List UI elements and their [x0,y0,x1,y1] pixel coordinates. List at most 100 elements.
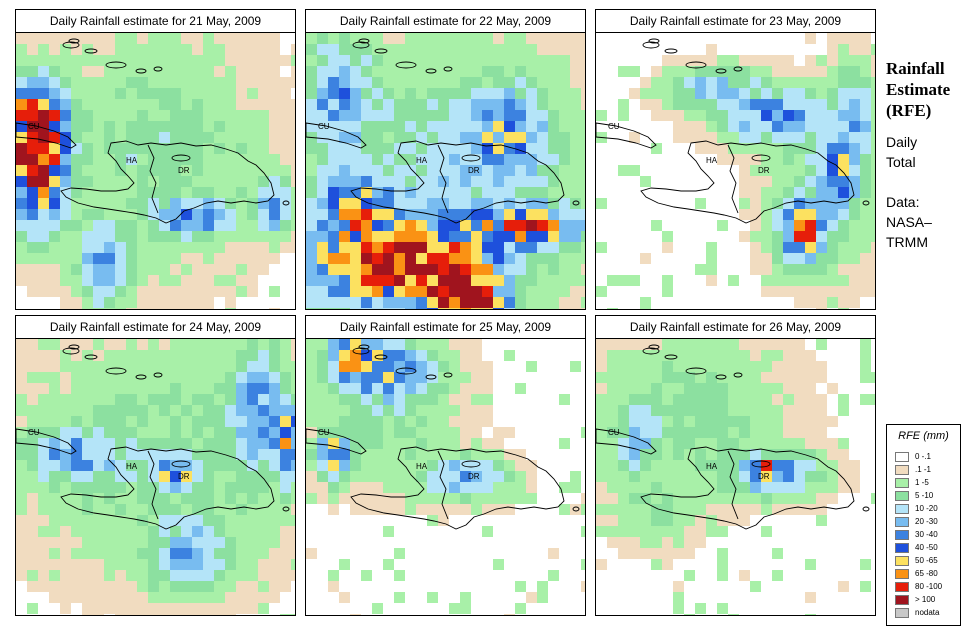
rainfall-cell [71,471,82,482]
rainfall-cell [515,471,526,482]
rainfall-cell [750,176,761,187]
rainfall-cell [871,154,875,165]
rainfall-cell [148,482,159,493]
small-island-outline [282,200,290,206]
small-island-outline [751,460,771,468]
rainfall-cell [504,187,515,198]
rainfall-cell [350,449,361,460]
rainfall-cell [504,154,515,165]
rainfall-cell [159,264,170,275]
rainfall-cell [247,143,258,154]
rainfall-cell [581,493,585,504]
rainfall-cell [225,614,236,615]
rainfall-cell [849,33,860,44]
rainfall-cell [372,603,383,614]
rainfall-cell [427,449,438,460]
rainfall-cell [394,132,405,143]
rainfall-cell [827,44,838,55]
rainfall-cell [629,339,640,350]
rainfall-cell [49,77,60,88]
rainfall-cell [82,187,93,198]
rainfall-cell [372,231,383,242]
rainfall-cell [717,350,728,361]
rainfall-cell [247,110,258,121]
rainfall-cell [82,88,93,99]
rainfall-cell [60,548,71,559]
rainfall-cell [427,242,438,253]
rainfall-cell [71,275,82,286]
rainfall-cell [871,264,875,275]
rainfall-cell [739,394,750,405]
rainfall-cell [662,548,673,559]
rainfall-cell [783,286,794,297]
rainfall-cell [49,132,60,143]
rainfall-cell [258,187,269,198]
rainfall-cell [750,427,761,438]
rainfall-cell [148,264,159,275]
rainfall-cell [482,361,493,372]
rainfall-cell [115,231,126,242]
haiti-dr-border [727,144,739,214]
rainfall-cell [372,482,383,493]
rainfall-cell [49,482,60,493]
rainfall-cell [225,383,236,394]
rainfall-cell [827,143,838,154]
rainfall-cell [372,361,383,372]
rainfall-cell [93,165,104,176]
rainfall-cell [60,559,71,570]
rainfall-cell [673,55,684,66]
rainfall-cell [247,33,258,44]
rainfall-cell [438,99,449,110]
rainfall-cell [405,493,416,504]
rainfall-cell [504,242,515,253]
rainfall-cell [317,275,328,286]
rainfall-cell [214,559,225,570]
rainfall-cell [504,449,515,460]
rainfall-cell [328,231,339,242]
rainfall-cell [16,383,27,394]
rainfall-cell [607,471,618,482]
rainfall-cell [706,515,717,526]
rainfall-cell [159,165,170,176]
rainfall-cell [328,460,339,471]
rainfall-cell [27,559,38,570]
rainfall-cell [269,405,280,416]
rainfall-cell [772,165,783,176]
rainfall-cell [214,209,225,220]
rainfall-cell [416,339,427,350]
rainfall-cell [192,99,203,110]
small-island-outline [374,354,388,360]
rainfall-cell [247,286,258,297]
rainfall-cell [328,504,339,515]
rainfall-cell [794,132,805,143]
rainfall-cell [673,526,684,537]
rainfall-cell [192,121,203,132]
rainfall-cell [570,187,581,198]
rainfall-cell [805,99,816,110]
rainfall-cell [482,187,493,198]
rainfall-cell [269,361,280,372]
rainfall-cell [684,460,695,471]
rainfall-cell [49,581,60,592]
rainfall-cell [394,592,405,603]
rainfall-cell [269,165,280,176]
rainfall-cell [640,515,651,526]
rainfall-cell [49,339,60,350]
rainfall-cell [372,297,383,308]
rainfall-cell [181,350,192,361]
rainfall-cell [339,297,350,308]
rainfall-cell [849,297,860,308]
map-label-cu: CU [608,428,620,437]
rainfall-cell [706,372,717,383]
rainfall-cell [662,427,673,438]
rainfall-cell [728,361,739,372]
rainfall-cell [170,33,181,44]
rainfall-cell [684,132,695,143]
rainfall-cell [827,242,838,253]
panel-title: Daily Rainfall estimate for 21 May, 2009 [15,9,296,33]
rainfall-cell [236,275,247,286]
rainfall-cell [280,493,291,504]
rainfall-cell [203,220,214,231]
rainfall-cell [383,526,394,537]
rainfall-cell [38,242,49,253]
